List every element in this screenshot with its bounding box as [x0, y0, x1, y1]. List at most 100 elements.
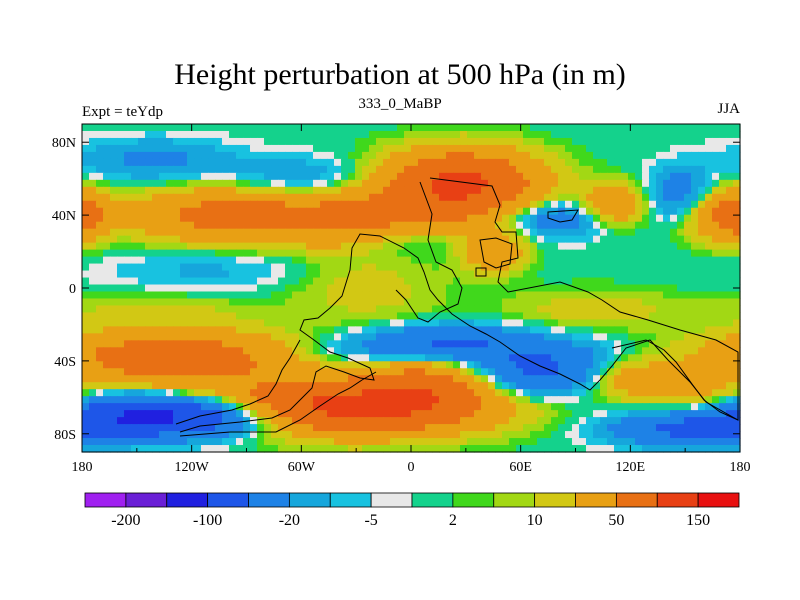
field-cell	[530, 221, 538, 230]
field-cell	[726, 158, 734, 167]
field-cell	[586, 354, 594, 362]
field-cell	[229, 354, 237, 362]
field-cell	[152, 305, 160, 314]
field-cell	[201, 165, 209, 174]
field-cell	[173, 249, 181, 258]
field-cell	[411, 333, 419, 341]
field-cell	[348, 312, 356, 321]
field-cell	[124, 186, 132, 195]
field-cell	[516, 172, 524, 181]
field-cell	[579, 340, 587, 348]
field-cell	[607, 298, 615, 307]
field-cell	[607, 144, 615, 153]
field-cell	[159, 151, 167, 160]
field-cell	[159, 228, 167, 237]
field-cell	[341, 361, 349, 369]
field-cell	[299, 144, 307, 153]
field-cell	[187, 256, 195, 265]
field-cell	[117, 431, 125, 439]
field-cell	[719, 410, 727, 418]
field-cell	[733, 361, 741, 369]
field-cell	[684, 305, 692, 314]
field-cell	[418, 431, 426, 439]
field-cell	[138, 186, 146, 195]
field-cell	[138, 124, 146, 132]
field-cell	[138, 228, 146, 237]
field-cell	[257, 277, 265, 286]
field-cell	[481, 368, 489, 376]
field-cell	[684, 291, 692, 300]
field-cell	[180, 186, 188, 195]
field-cell	[348, 333, 356, 341]
field-cell	[628, 228, 636, 237]
field-cell	[404, 284, 412, 293]
field-cell	[243, 242, 251, 251]
field-cell	[96, 207, 104, 216]
field-cell	[124, 312, 132, 321]
field-cell	[418, 284, 426, 293]
field-cell	[474, 124, 482, 132]
field-cell	[621, 214, 629, 223]
field-cell	[292, 382, 300, 390]
field-cell	[516, 151, 524, 160]
field-cell	[684, 284, 692, 293]
field-cell	[691, 403, 699, 411]
field-cell	[460, 340, 468, 348]
field-cell	[131, 256, 139, 265]
field-cell	[152, 137, 160, 146]
field-cell	[621, 144, 629, 153]
field-cell	[523, 403, 531, 411]
field-cell	[607, 270, 615, 279]
field-cell	[117, 179, 125, 188]
field-cell	[642, 326, 650, 334]
field-cell	[341, 165, 349, 174]
field-cell	[285, 333, 293, 341]
field-cell	[719, 228, 727, 237]
field-cell	[390, 375, 398, 383]
field-cell	[271, 228, 279, 237]
field-cell	[145, 424, 153, 432]
field-cell	[705, 312, 713, 321]
field-cell	[733, 417, 741, 425]
field-cell	[173, 207, 181, 216]
field-cell	[684, 312, 692, 321]
field-cell	[383, 319, 391, 327]
field-cell	[355, 291, 363, 300]
field-cell	[635, 312, 643, 321]
field-cell	[670, 410, 678, 418]
field-cell	[362, 319, 370, 327]
field-cell	[705, 417, 713, 425]
field-cell	[292, 277, 300, 286]
field-cell	[488, 368, 496, 376]
field-cell	[306, 130, 314, 139]
field-cell	[348, 235, 356, 244]
field-cell	[397, 410, 405, 418]
field-cell	[152, 319, 160, 327]
field-cell	[481, 347, 489, 355]
field-cell	[726, 326, 734, 334]
field-cell	[628, 431, 636, 439]
field-cell	[229, 158, 237, 167]
field-cell	[425, 424, 433, 432]
field-cell	[152, 207, 160, 216]
field-cell	[446, 396, 454, 404]
field-cell	[299, 284, 307, 293]
field-cell	[124, 298, 132, 307]
field-cell	[159, 291, 167, 300]
field-cell	[551, 193, 559, 202]
field-cell	[194, 298, 202, 307]
field-cell	[110, 305, 118, 314]
field-cell	[579, 179, 587, 188]
field-cell	[124, 256, 132, 265]
field-cell	[376, 375, 384, 383]
field-cell	[243, 389, 251, 397]
field-cell	[397, 179, 405, 188]
field-cell	[572, 249, 580, 258]
colorbar-box	[125, 492, 168, 508]
colorbar-box	[575, 492, 617, 508]
field-cell	[572, 124, 580, 132]
field-cell	[460, 368, 468, 376]
field-cell	[404, 291, 412, 300]
field-cell	[593, 368, 601, 376]
field-cell	[537, 144, 545, 153]
